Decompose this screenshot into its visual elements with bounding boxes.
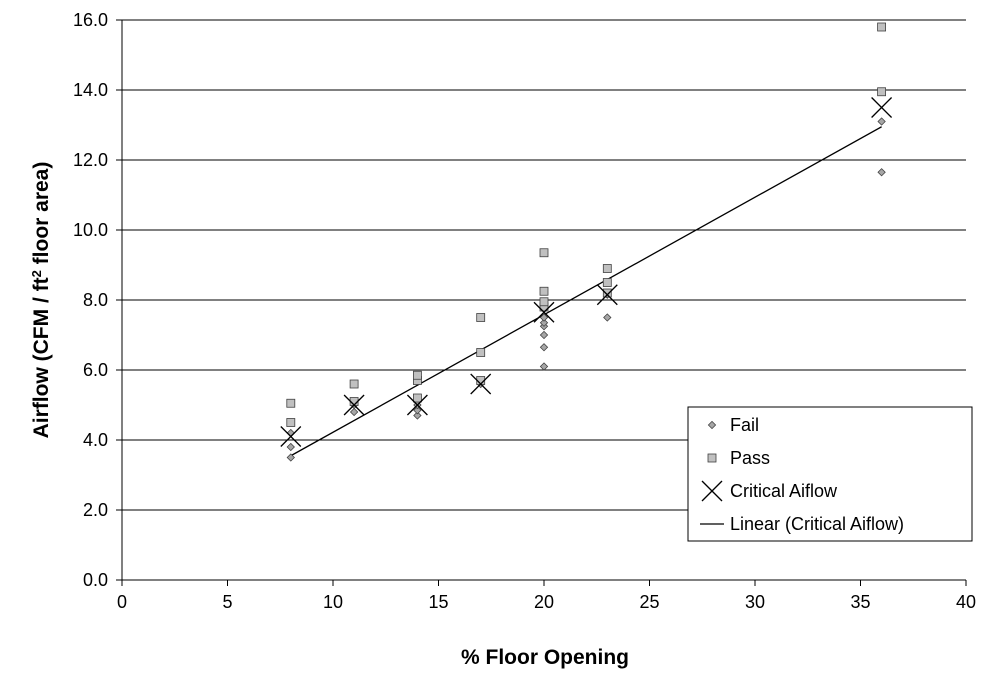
- legend-item: Pass: [707, 448, 770, 468]
- fail-point: [539, 318, 549, 327]
- y-axis-title-main: Airflow (CFM / ft: [30, 277, 53, 438]
- fail-point: [349, 407, 359, 417]
- trendline: [290, 126, 882, 457]
- y-axis-title: Airflow (CFM / ft2 floor area): [29, 162, 54, 439]
- pass-point: [286, 398, 296, 408]
- pass-point: [412, 393, 422, 403]
- legend-label: Critical Aiflow: [730, 481, 838, 501]
- legend-marker-swatch: [707, 420, 717, 430]
- x-tick-label: 5: [222, 592, 232, 612]
- pass-point: [476, 348, 486, 357]
- critical-airflow-point: [533, 301, 555, 323]
- legend-marker-swatch: [701, 480, 723, 502]
- legend: Fail Pass Critical Aiflow Linear (Critical …: [687, 406, 973, 542]
- pass-point: [877, 87, 886, 97]
- x-tick-label: 0: [117, 592, 127, 612]
- critical-airflow-point: [470, 373, 492, 395]
- critical-airflow-point: [343, 394, 365, 416]
- y-tick-label: 0.0: [83, 570, 108, 590]
- fail-point: [286, 453, 295, 462]
- x-tick-label: 10: [323, 592, 343, 612]
- x-tick-label: 40: [956, 592, 976, 612]
- fail-point: [539, 330, 549, 340]
- fail-point: [539, 313, 549, 322]
- y-axis-title-superscript: 2: [29, 270, 44, 277]
- legend-item: Fail: [707, 415, 759, 435]
- fail-point: [877, 117, 886, 126]
- pass-point: [602, 288, 612, 298]
- fail-point: [539, 362, 549, 371]
- y-axis-title-tail: floor area): [30, 162, 53, 271]
- fail-point: [539, 343, 549, 352]
- x-tick-label: 20: [534, 592, 554, 612]
- points-layer: [280, 22, 893, 462]
- legend-label: Fail: [730, 415, 759, 435]
- fail-point: [413, 406, 422, 415]
- y-tick-label: 2.0: [83, 500, 108, 520]
- pass-point: [539, 286, 549, 296]
- y-tick-label: 6.0: [83, 360, 108, 380]
- pass-point: [539, 297, 549, 307]
- x-tick-label: 25: [639, 592, 659, 612]
- pass-point: [412, 370, 422, 380]
- legend-item: Critical Aiflow: [701, 480, 838, 502]
- pass-point: [602, 264, 612, 273]
- pass-point: [286, 418, 296, 427]
- axis-ticks: 0.0 2.0 4.0 6.0 8.0 10.0 12.0 14.0 16.0 0 5 10 15 20 2…: [73, 10, 976, 612]
- x-axis-title: % Floor Opening: [461, 646, 629, 669]
- y-tick-label: 8.0: [83, 290, 108, 310]
- pass-point: [877, 22, 886, 32]
- critical-airflow-point: [596, 284, 618, 306]
- legend-label: Linear (Critical Aiflow): [730, 514, 904, 534]
- x-tick-label: 35: [850, 592, 870, 612]
- y-tick-label: 16.0: [73, 10, 108, 30]
- legend-marker-swatch: [707, 453, 717, 463]
- legend-item: Linear (Critical Aiflow): [700, 514, 904, 534]
- y-tick-label: 14.0: [73, 80, 108, 100]
- fail-point: [286, 442, 295, 452]
- x-tick-label: 15: [428, 592, 448, 612]
- y-tick-label: 10.0: [73, 220, 108, 240]
- legend-label: Pass: [730, 448, 770, 468]
- pass-point: [602, 278, 612, 287]
- x-tick-label: 30: [745, 592, 765, 612]
- y-tick-label: 12.0: [73, 150, 108, 170]
- y-tick-label: 4.0: [83, 430, 108, 450]
- fail-point: [286, 428, 295, 438]
- legend-box: [687, 406, 973, 542]
- critical-airflow-point: [280, 426, 302, 447]
- pass-point: [539, 248, 549, 258]
- fail-point: [877, 168, 886, 177]
- critical-airflow-point: [871, 97, 893, 118]
- fail-point: [413, 411, 422, 420]
- fail-point: [603, 313, 612, 322]
- trendline-layer: [290, 126, 882, 457]
- pass-point: [476, 313, 486, 322]
- critical-airflow-point: [406, 394, 428, 416]
- pass-point: [349, 379, 359, 389]
